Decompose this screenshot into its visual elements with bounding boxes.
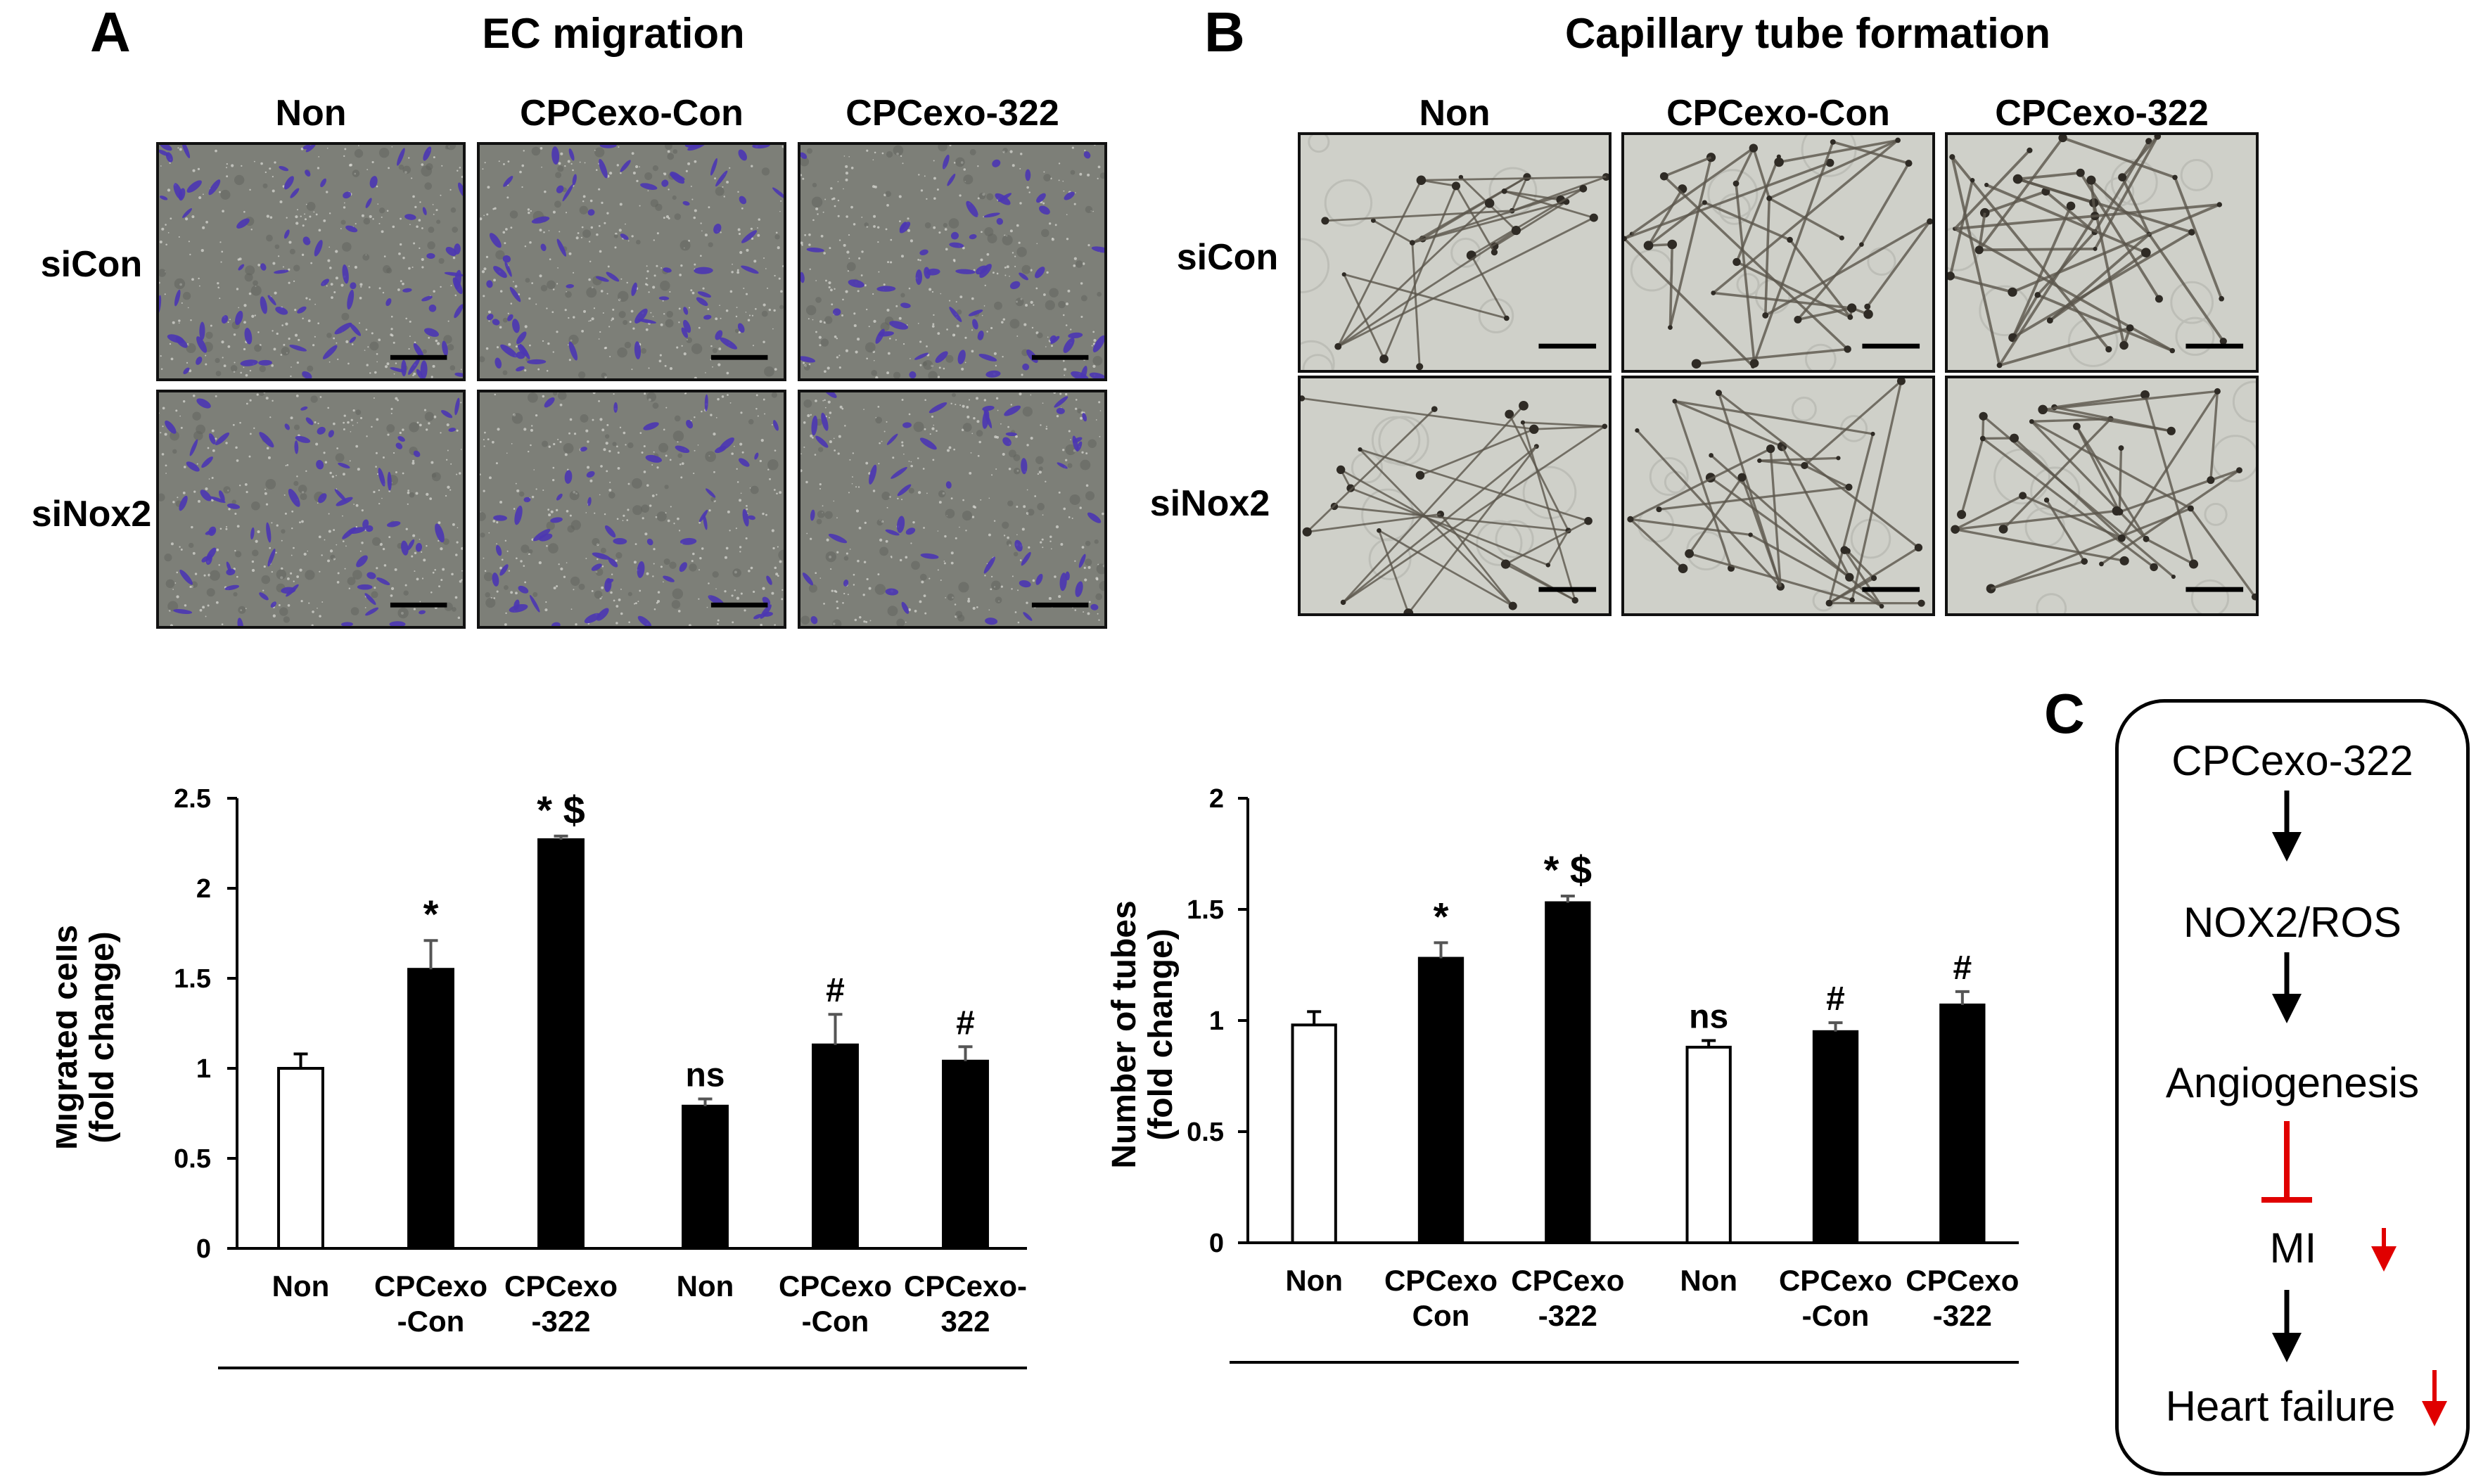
bar [407,968,454,1250]
error-bar [1434,941,1448,959]
migration-image-sinox2-cpcexo-con [477,390,786,629]
bar [1417,957,1464,1244]
category-label: CPCexo -Con [374,1269,487,1338]
category-label: CPCexo Con [1384,1264,1498,1332]
migration-bar-chart: 0 0.5 1 1.5 2 2.5 Migrated cells(fold change) N… [56,760,1090,1379]
tube-image-sinox2-cpcexo-con [1621,376,1935,616]
migration-image-sinox2-non [156,390,466,629]
panel-a-col-label-cpcexo-con: CPCexo-Con [520,93,744,134]
category-label: CPCexo -Con [779,1269,892,1338]
bar [1545,901,1591,1245]
y-tick-label: 2 [196,874,211,904]
y-tick-label: 1.5 [174,964,211,994]
pathway-step-nox2-ros: NOX2/ROS [2183,899,2402,946]
error-bar [828,1013,843,1045]
tube-image-sicon-non [1298,132,1612,373]
inhibit-icon [2261,1121,2312,1203]
y-tick-label: 0 [1209,1229,1224,1258]
category-label: CPCexo-322 [1906,1264,2019,1332]
panel-a-col-label-non: Non [275,93,347,134]
pathway-step-heart-failure: Heart failure [2165,1383,2396,1430]
error-bar [293,1052,308,1068]
bar [1812,1030,1859,1244]
y-tick-label: 2.5 [174,784,211,814]
panel-b-col-label-cpcexo-322: CPCexo-322 [1995,93,2209,134]
pathway-step-cpcexo-322: CPCexo-322 [2171,737,2413,784]
panel-b-col-label-cpcexo-con: CPCexo-Con [1666,93,1890,134]
error-bar [958,1045,973,1061]
migration-image-sicon-non [156,142,466,381]
error-bar [423,939,438,970]
migration-chart-svg: 0 0.5 1 1.5 2 2.5 Migrated cells(fold change) N… [56,784,1027,1369]
y-tick-label: 1 [1209,1006,1224,1036]
tube-image-sinox2-non [1298,376,1612,616]
y-axis-label: Number of tubes(fold change) [1106,900,1180,1168]
significance-label: # [1953,949,1972,987]
tube-bar-chart: 0 0.5 1 1.5 2 Number of tubes(fold change) Non… [1076,760,2082,1379]
panel-c-letter: C [2044,682,2085,745]
panel-a-col-label-cpcexo-322: CPCexo-322 [845,93,1059,134]
panel-b-title: Capillary tube formation [1564,10,2051,57]
pathway-arrows [2261,791,2447,1426]
bar [1291,1023,1337,1244]
pathway-box [2115,699,2470,1476]
bar [812,1043,859,1250]
error-bar [1828,1021,1843,1032]
significance-label: * [423,892,439,936]
panel-a-row-label-sicon: siCon [40,244,143,285]
panel-a-title: EC migration [482,10,745,57]
tube-image-sicon-cpcexo-con [1621,132,1935,373]
bar [277,1067,324,1250]
error-bar [1702,1039,1716,1047]
panel-a-row-label-sinox2: siNox2 [31,494,152,535]
category-label: Non [1285,1264,1343,1297]
y-tick-label: 0.5 [174,1144,211,1174]
category-label: CPCexo-322 [1511,1264,1624,1332]
category-label: Non [1680,1264,1737,1297]
significance-label: * [1434,894,1449,938]
category-label: CPCexo-322 [904,1269,1027,1338]
bar [942,1059,989,1250]
panel-b-col-label-non: Non [1419,93,1491,134]
significance-label: # [956,1004,975,1042]
bar [682,1104,729,1250]
pathway-step-angiogenesis: Angiogenesis [2165,1059,2420,1106]
error-bar [1955,990,1970,1005]
significance-label: # [826,972,845,1009]
migration-image-sicon-cpcexo-322 [798,142,1107,381]
y-tick-label: 1 [196,1054,211,1084]
panel-a-letter: A [90,1,131,63]
error-bar [1307,1010,1322,1025]
panel-b-letter: B [1204,1,1245,63]
significance-label: ns [685,1057,725,1094]
significance-label: # [1826,980,1845,1018]
bar [1685,1045,1732,1244]
tube-chart-svg: 0 0.5 1 1.5 2 Number of tubes(fold change) Non… [1106,784,2019,1364]
y-tick-label: 0.5 [1187,1118,1224,1147]
pathway-step-mi: MI [2269,1224,2317,1272]
error-bar [698,1097,713,1106]
y-tick-label: 2 [1209,784,1224,814]
significance-label: ns [1689,998,1728,1035]
category-label: Non [677,1269,734,1303]
tube-image-sinox2-cpcexo-322 [1945,376,2259,616]
y-axis-label: Migrated cells(fold change) [56,925,121,1150]
bar [537,838,585,1250]
significance-label: * $ [1544,847,1593,892]
panel-b-row-label-sinox2: siNox2 [1149,483,1270,524]
panel-b-row-label-sicon: siCon [1176,237,1279,278]
migration-image-sicon-cpcexo-con [477,142,786,381]
y-tick-label: 0 [196,1234,211,1264]
category-label: Non [272,1269,330,1303]
error-bar [1560,895,1575,903]
y-tick-label: 1.5 [1187,895,1224,925]
category-label: CPCexo -Con [1779,1264,1892,1332]
tube-image-sicon-cpcexo-322 [1945,132,2259,373]
bar [1939,1003,1986,1244]
migration-image-sinox2-cpcexo-322 [798,390,1107,629]
significance-label: * $ [537,788,585,832]
category-label: CPCexo-322 [504,1269,618,1338]
error-bar [554,834,568,840]
